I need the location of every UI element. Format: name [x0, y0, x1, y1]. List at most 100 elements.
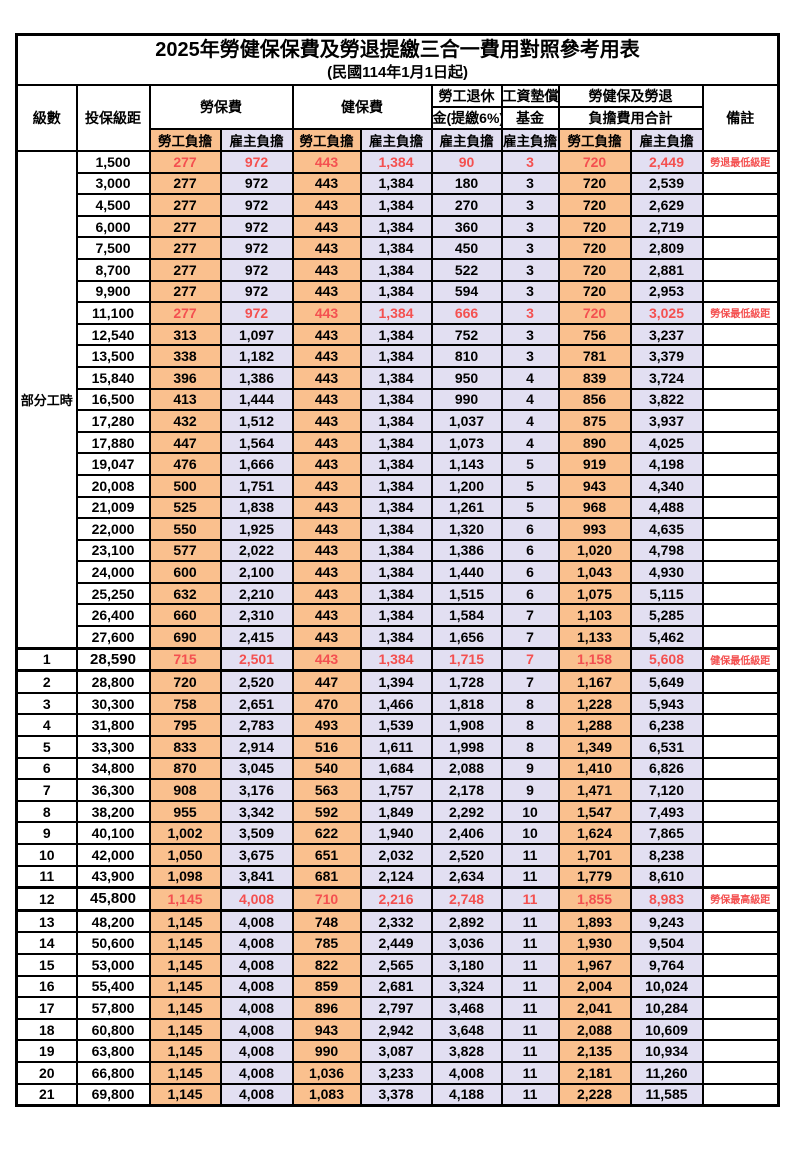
wage-fund-employer-cell: 11 — [500, 974, 560, 999]
health-employee-cell: 443 — [291, 517, 362, 541]
note-cell: 勞退最低級距 — [701, 150, 780, 174]
bracket-cell: 36,300 — [75, 778, 151, 802]
bracket-cell: 26,400 — [75, 603, 151, 628]
health-employee-cell: 443 — [291, 603, 362, 628]
labor-employer-cell: 972 — [219, 301, 294, 325]
note-cell — [701, 409, 780, 433]
labor-employer-cell: 4,008 — [219, 886, 294, 912]
note-cell — [701, 171, 780, 196]
note-cell — [701, 538, 780, 563]
bracket-cell: 4,500 — [75, 193, 151, 217]
labor-employee-cell: 577 — [148, 538, 222, 563]
total-employee-cell: 720 — [557, 279, 632, 304]
labor-employee-cell: 720 — [148, 669, 222, 694]
table-row: 22,000 550 1,925 443 1,384 1,320 6 993 4,635 — [17, 517, 780, 541]
wage-fund-employer-cell: 8 — [500, 735, 560, 759]
labor-employee-cell: 908 — [148, 778, 222, 802]
total-employer-cell: 3,724 — [629, 365, 704, 390]
total-employer-cell: 8,238 — [629, 843, 704, 867]
note-cell — [701, 214, 780, 239]
table-row: 3,000 277 972 443 1,384 180 3 720 2,539 — [17, 171, 780, 196]
health-employer-cell: 1,384 — [359, 495, 433, 520]
labor-employer-cell: 2,022 — [219, 538, 294, 563]
labor-employer-cell: 972 — [219, 236, 294, 260]
table-row: 8,700 277 972 443 1,384 522 3 720 2,881 — [17, 257, 780, 282]
health-employer-cell: 1,940 — [359, 821, 433, 845]
total-employer-cell: 4,930 — [629, 560, 704, 584]
header-wage-fund-line1: 工資墊償 — [500, 84, 560, 108]
total-employer-cell: 3,822 — [629, 387, 704, 412]
note-cell — [701, 236, 780, 260]
health-employer-cell: 1,539 — [359, 713, 433, 738]
note-cell — [701, 1060, 780, 1085]
labor-employer-cell: 2,310 — [219, 603, 294, 628]
labor-employee-cell: 1,145 — [148, 952, 222, 977]
note-cell — [701, 996, 780, 1020]
health-employee-cell: 443 — [291, 171, 362, 196]
table-row: 13 48,200 1,145 4,008 748 2,332 2,892 11 1,893 9,… — [15, 909, 780, 934]
health-employee-cell: 443 — [291, 257, 362, 282]
pension-employer-cell: 1,143 — [430, 452, 503, 476]
note-cell — [701, 909, 780, 934]
total-employee-cell: 720 — [557, 193, 632, 217]
wage-fund-employer-cell: 6 — [500, 560, 560, 584]
total-employee-cell: 756 — [557, 322, 632, 347]
note-cell — [701, 603, 780, 628]
note-cell — [701, 430, 780, 455]
pension-employer-cell: 270 — [430, 193, 503, 217]
labor-employee-cell: 313 — [148, 322, 222, 347]
header-pension-employer: 雇主負擔 — [430, 128, 503, 152]
labor-employee-cell: 550 — [148, 517, 222, 541]
total-employer-cell: 5,115 — [629, 581, 704, 606]
health-employee-cell: 443 — [291, 150, 362, 174]
wage-fund-employer-cell: 4 — [500, 409, 560, 433]
note-cell — [701, 322, 780, 347]
level-cell: 19 — [15, 1039, 78, 1063]
level-cell: 21 — [15, 1082, 78, 1107]
labor-employer-cell: 972 — [219, 171, 294, 196]
note-cell — [701, 257, 780, 282]
total-employer-cell: 3,025 — [629, 301, 704, 325]
bracket-cell: 16,500 — [75, 387, 151, 412]
bracket-cell: 20,008 — [75, 473, 151, 498]
bracket-cell: 31,800 — [75, 713, 151, 738]
pension-employer-cell: 522 — [430, 257, 503, 282]
labor-employee-cell: 277 — [148, 257, 222, 282]
wage-fund-employer-cell: 6 — [500, 581, 560, 606]
health-employee-cell: 443 — [291, 430, 362, 455]
wage-fund-employer-cell: 5 — [500, 495, 560, 520]
health-employer-cell: 1,384 — [359, 365, 433, 390]
health-employer-cell: 3,378 — [359, 1082, 433, 1107]
bracket-cell: 55,400 — [75, 974, 151, 999]
total-employee-cell: 2,228 — [557, 1082, 632, 1107]
pension-employer-cell: 4,188 — [430, 1082, 503, 1107]
health-employee-cell: 443 — [291, 495, 362, 520]
table-row: 24,000 600 2,100 443 1,384 1,440 6 1,043 4,930 — [17, 560, 780, 584]
total-employee-cell: 839 — [557, 365, 632, 390]
table-title-block: 2025年勞健保保費及勞退提繳三合一費用對照參考用表 (民國114年1月1日起) — [15, 33, 780, 86]
health-employer-cell: 3,087 — [359, 1039, 433, 1063]
note-cell — [701, 473, 780, 498]
wage-fund-employer-cell: 4 — [500, 365, 560, 390]
health-employee-cell: 470 — [291, 691, 362, 716]
note-cell — [701, 495, 780, 520]
note-cell — [701, 560, 780, 584]
labor-employee-cell: 476 — [148, 452, 222, 476]
total-employer-cell: 6,826 — [629, 756, 704, 781]
table-row: 19,047 476 1,666 443 1,384 1,143 5 919 4,198 — [17, 452, 780, 476]
labor-employer-cell: 1,386 — [219, 365, 294, 390]
pension-employer-cell: 1,908 — [430, 713, 503, 738]
labor-employee-cell: 955 — [148, 799, 222, 824]
table-row: 9,900 277 972 443 1,384 594 3 720 2,953 — [17, 279, 780, 304]
bracket-cell: 40,100 — [75, 821, 151, 845]
health-employee-cell: 443 — [291, 625, 362, 650]
bracket-cell: 12,540 — [75, 322, 151, 347]
note-cell — [701, 691, 780, 716]
labor-employee-cell: 396 — [148, 365, 222, 390]
total-employer-cell: 8,610 — [629, 864, 704, 889]
table-row: 7 36,300 908 3,176 563 1,757 2,178 9 1,471 7,120 — [15, 778, 780, 802]
header-health-employee: 勞工負擔 — [291, 128, 362, 152]
health-employee-cell: 1,083 — [291, 1082, 362, 1107]
wage-fund-employer-cell: 11 — [500, 886, 560, 912]
level-cell: 10 — [15, 843, 78, 867]
